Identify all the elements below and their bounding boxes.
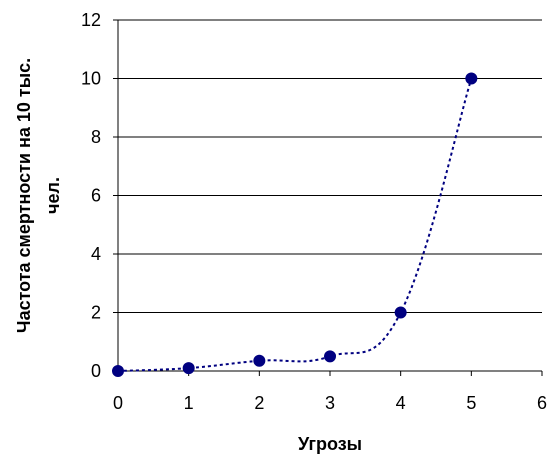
series: [112, 72, 478, 377]
data-point-3: [324, 350, 336, 363]
axes: [113, 19, 543, 376]
y-tick-label-0: 0: [91, 361, 101, 381]
data-point-1: [182, 362, 195, 375]
gridlines: [118, 19, 542, 313]
x-tick-label-2: 2: [254, 393, 264, 413]
y-tick-label-10: 10: [81, 69, 101, 89]
y-axis-title-line-1: Частота смертности на 10 тыс.: [14, 58, 34, 333]
data-point-5: [465, 72, 478, 85]
y-tick-label-8: 8: [91, 127, 101, 147]
y-tick-label-12: 12: [81, 10, 101, 30]
x-axis-title: Угрозы: [298, 434, 362, 454]
x-tick-label-4: 4: [396, 393, 406, 413]
data-point-4: [394, 306, 407, 319]
y-tick-label-6: 6: [91, 186, 101, 206]
data-point-2: [253, 354, 266, 367]
x-tick-label-6: 6: [537, 393, 547, 413]
x-tick-label-1: 1: [184, 393, 194, 413]
series-0-line: [117, 78, 473, 372]
x-tick-label-5: 5: [466, 393, 476, 413]
y-tick-label-2: 2: [91, 303, 101, 323]
x-tick-label-0: 0: [113, 393, 123, 413]
data-point-0: [112, 365, 124, 377]
y-axis-title-line-2: чел.: [43, 177, 63, 214]
y-tick-label-4: 4: [91, 244, 101, 264]
x-tick-label-3: 3: [325, 393, 335, 413]
